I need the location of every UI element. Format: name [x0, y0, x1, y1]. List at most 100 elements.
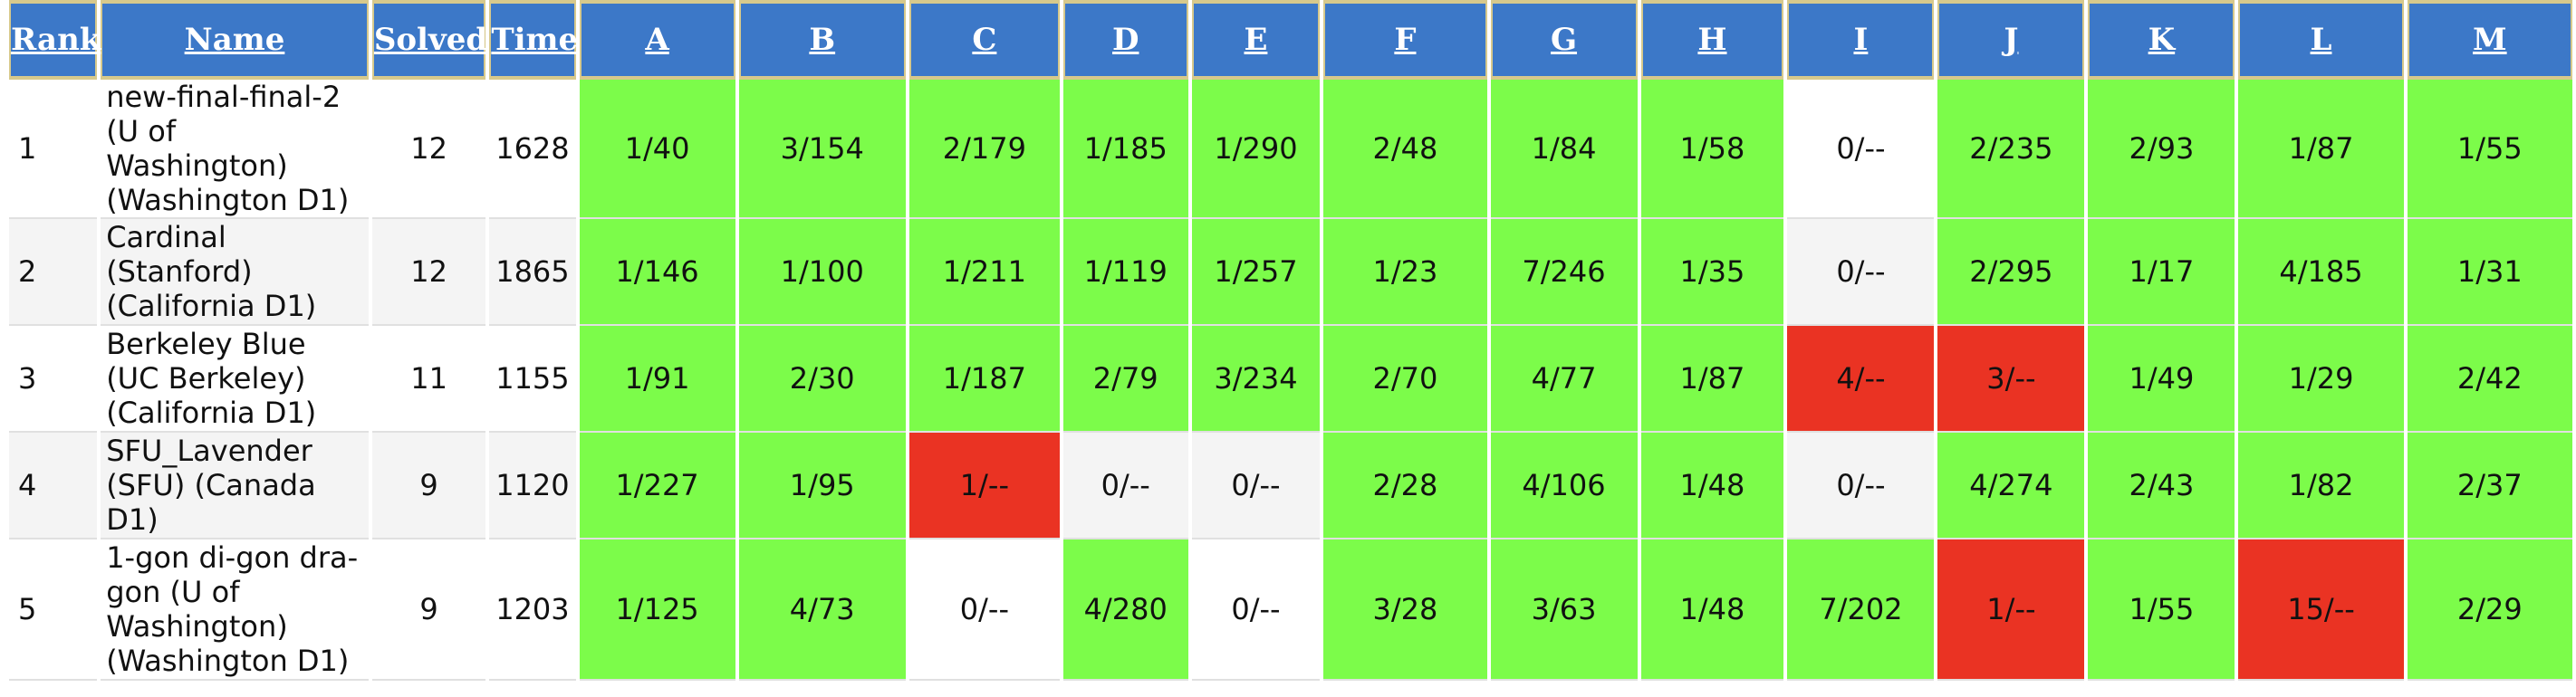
problem-cell-g: 3/63 [1490, 539, 1638, 681]
problem-cell-j: 2/295 [1937, 219, 2085, 326]
problem-cell-k: 1/49 [2088, 326, 2235, 433]
problem-cell-b: 1/95 [738, 433, 906, 539]
problem-cell-g: 7/246 [1490, 219, 1638, 326]
column-header-j[interactable]: J [1937, 0, 2085, 80]
problem-cell-b: 1/100 [738, 219, 906, 326]
problem-cell-j: 3/-- [1937, 326, 2085, 433]
problem-cell-f: 2/28 [1323, 433, 1487, 539]
column-header-l[interactable]: L [2238, 0, 2404, 80]
column-header-m[interactable]: M [2407, 0, 2572, 80]
problem-cell-h: 1/35 [1640, 219, 1784, 326]
problem-cell-l: 1/82 [2238, 433, 2404, 539]
solved-count-cell: 9 [371, 433, 486, 539]
table-row: 2 Cardinal (Stanford) (California D1) 12 18… [9, 219, 2572, 326]
problem-cell-c: 1/187 [908, 326, 1060, 433]
rank-cell: 2 [9, 219, 98, 326]
problem-cell-i: 4/-- [1787, 326, 1935, 433]
problem-cell-k: 2/93 [2088, 80, 2235, 219]
problem-cell-i: 0/-- [1787, 219, 1935, 326]
solved-count-cell: 12 [371, 219, 486, 326]
problem-cell-b: 3/154 [738, 80, 906, 219]
problem-cell-c: 1/-- [908, 433, 1060, 539]
problem-cell-e: 3/234 [1191, 326, 1321, 433]
problem-cell-d: 4/280 [1062, 539, 1188, 681]
scoreboard-body: 1 new-final-final-2 (U of Washington) (Wa… [9, 80, 2572, 681]
solved-count-cell: 11 [371, 326, 486, 433]
team-name-cell: SFU_Lavender (SFU) (Canada D1) [101, 433, 369, 539]
penalty-time-cell: 1120 [489, 433, 576, 539]
table-row: 3 Berkeley Blue (UC Berkeley) (California… [9, 326, 2572, 433]
problem-cell-l: 1/29 [2238, 326, 2404, 433]
problem-cell-j: 2/235 [1937, 80, 2085, 219]
problem-cell-l: 15/-- [2238, 539, 2404, 681]
problem-cell-k: 1/55 [2088, 539, 2235, 681]
problem-cell-m: 2/29 [2407, 539, 2572, 681]
column-header-d[interactable]: D [1062, 0, 1188, 80]
penalty-time-cell: 1155 [489, 326, 576, 433]
scoreboard-table: Rank Name Solved Time A B C D E F G H I J K L M 1 new-fin… [5, 0, 2576, 681]
problem-cell-b: 2/30 [738, 326, 906, 433]
penalty-time-cell: 1628 [489, 80, 576, 219]
problem-cell-i: 7/202 [1787, 539, 1935, 681]
column-header-b[interactable]: B [738, 0, 906, 80]
column-header-solved[interactable]: Solved [371, 0, 487, 80]
solved-count-cell: 12 [371, 80, 486, 219]
rank-cell: 5 [9, 539, 98, 681]
problem-cell-l: 4/185 [2238, 219, 2404, 326]
column-header-c[interactable]: C [908, 0, 1060, 80]
problem-cell-g: 1/84 [1490, 80, 1638, 219]
column-header-time[interactable]: Time [489, 0, 578, 80]
problem-cell-d: 1/119 [1062, 219, 1188, 326]
problem-cell-a: 1/146 [579, 219, 735, 326]
problem-cell-k: 1/17 [2088, 219, 2235, 326]
problem-cell-h: 1/87 [1640, 326, 1784, 433]
problem-cell-h: 1/48 [1640, 433, 1784, 539]
header-row: Rank Name Solved Time A B C D E F G H I J K L M [9, 0, 2572, 80]
problem-cell-g: 4/77 [1490, 326, 1638, 433]
column-header-rank[interactable]: Rank [9, 0, 101, 80]
problem-cell-e: 1/290 [1191, 80, 1321, 219]
problem-cell-c: 1/211 [908, 219, 1060, 326]
problem-cell-a: 1/125 [579, 539, 735, 681]
problem-cell-a: 1/40 [579, 80, 735, 219]
problem-cell-l: 1/87 [2238, 80, 2404, 219]
problem-cell-k: 2/43 [2088, 433, 2235, 539]
problem-cell-m: 1/55 [2407, 80, 2572, 219]
problem-cell-d: 1/185 [1062, 80, 1188, 219]
table-row: 4 SFU_Lavender (SFU) (Canada D1) 9 1120 1/22… [9, 433, 2572, 539]
team-name-cell: Cardinal (Stanford) (California D1) [101, 219, 369, 326]
problem-cell-i: 0/-- [1787, 433, 1935, 539]
rank-cell: 1 [9, 80, 98, 219]
problem-cell-a: 1/227 [579, 433, 735, 539]
problem-cell-d: 2/79 [1062, 326, 1188, 433]
penalty-time-cell: 1865 [489, 219, 576, 326]
rank-cell: 4 [9, 433, 98, 539]
team-name-cell: 1-gon di-gon dra-gon (U of Washington) (… [101, 539, 369, 681]
column-header-i[interactable]: I [1787, 0, 1935, 80]
column-header-h[interactable]: H [1640, 0, 1784, 80]
team-name-cell: Berkeley Blue (UC Berkeley) (California … [101, 326, 369, 433]
problem-cell-e: 0/-- [1191, 433, 1321, 539]
problem-cell-h: 1/58 [1640, 80, 1784, 219]
table-row: 5 1-gon di-gon dra-gon (U of Washington) … [9, 539, 2572, 681]
column-header-g[interactable]: G [1490, 0, 1638, 80]
rank-cell: 3 [9, 326, 98, 433]
problem-cell-f: 2/70 [1323, 326, 1487, 433]
column-header-e[interactable]: E [1191, 0, 1321, 80]
problem-cell-f: 3/28 [1323, 539, 1487, 681]
problem-cell-f: 2/48 [1323, 80, 1487, 219]
problem-cell-m: 2/37 [2407, 433, 2572, 539]
problem-cell-c: 0/-- [908, 539, 1060, 681]
column-header-f[interactable]: F [1323, 0, 1487, 80]
penalty-time-cell: 1203 [489, 539, 576, 681]
table-row: 1 new-final-final-2 (U of Washington) (Wa… [9, 80, 2572, 219]
problem-cell-j: 4/274 [1937, 433, 2085, 539]
column-header-name[interactable]: Name [101, 0, 369, 80]
team-name-cell: new-final-final-2 (U of Washington) (Was… [101, 80, 369, 219]
problem-cell-d: 0/-- [1062, 433, 1188, 539]
column-header-a[interactable]: A [579, 0, 735, 80]
problem-cell-f: 1/23 [1323, 219, 1487, 326]
problem-cell-j: 1/-- [1937, 539, 2085, 681]
column-header-k[interactable]: K [2088, 0, 2235, 80]
problem-cell-m: 1/31 [2407, 219, 2572, 326]
